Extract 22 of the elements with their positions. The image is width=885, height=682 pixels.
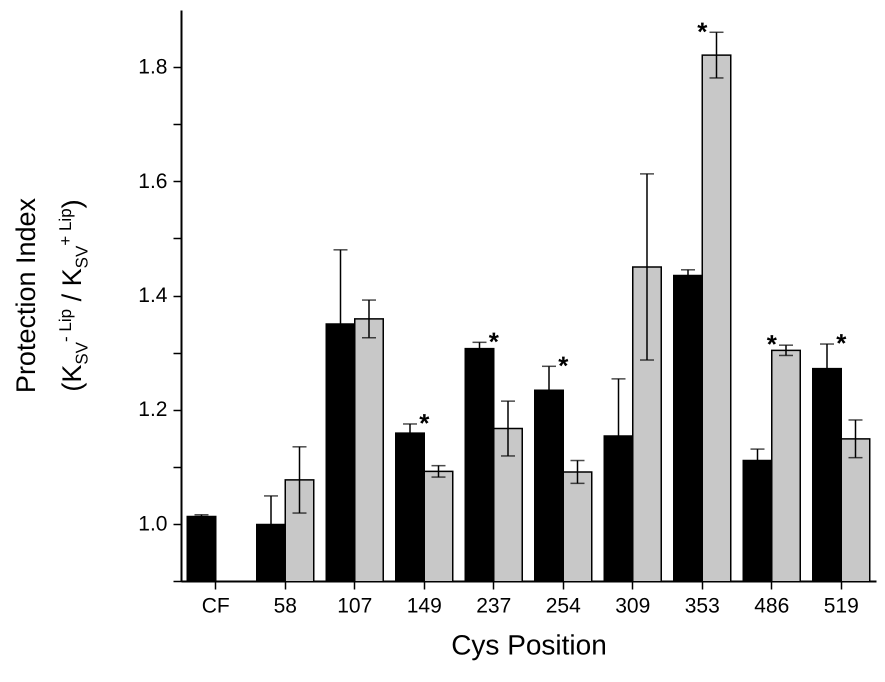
y-tick-label: 1.4 — [138, 284, 168, 307]
y-tick-label: 1.0 — [138, 512, 168, 536]
x-tick-label: 149 — [406, 594, 442, 618]
y-tick-label: 1.8 — [138, 56, 168, 79]
y-tick-label: 1.6 — [138, 170, 168, 193]
x-tick-label: 486 — [754, 594, 790, 618]
x-tick-label: CF — [202, 594, 230, 618]
x-tick-label: 519 — [824, 594, 859, 618]
annotation: * — [558, 350, 570, 380]
annotation: * — [488, 326, 500, 356]
x-tick-label: 309 — [615, 594, 650, 618]
x-tick-label: 237 — [476, 594, 512, 618]
annotation: * — [419, 408, 430, 438]
x-tick-label: 254 — [546, 594, 582, 618]
y-tick-label: 1.2 — [138, 398, 168, 422]
x-tick-label: 353 — [684, 594, 720, 618]
x-tick-label: 107 — [337, 594, 372, 618]
annotation: * — [697, 16, 708, 46]
x-tick-label: 58 — [274, 594, 297, 618]
x-axis-title: Cys Position — [451, 630, 607, 660]
annotation: * — [766, 329, 778, 360]
annotation: * — [836, 328, 848, 358]
